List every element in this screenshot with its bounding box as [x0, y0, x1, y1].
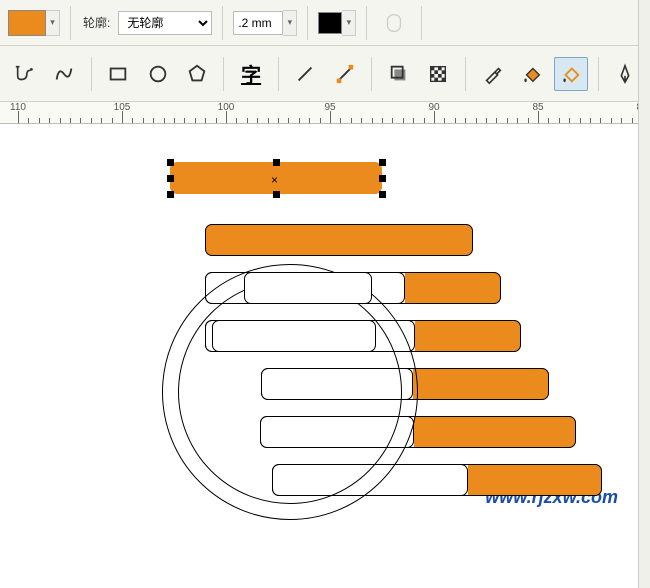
outline-select[interactable]: 无轮廓 — [118, 11, 212, 35]
stroke-color-picker[interactable] — [318, 10, 356, 36]
width-dropdown-icon[interactable] — [283, 10, 297, 36]
ruler-mark: 105 — [114, 102, 131, 113]
selection-handle[interactable] — [167, 191, 174, 198]
ruler-mark: 100 — [218, 102, 235, 113]
line-tool[interactable] — [289, 57, 322, 91]
rectangle-tool[interactable] — [102, 57, 135, 91]
outline-combo[interactable]: 无轮廓 — [118, 11, 212, 35]
polygon-tool[interactable] — [180, 57, 213, 91]
ellipse-tool[interactable] — [141, 57, 174, 91]
selection-handle[interactable] — [273, 191, 280, 198]
separator — [278, 57, 279, 91]
fill-dropdown-icon[interactable] — [46, 10, 60, 36]
ruler-mark: 95 — [324, 102, 335, 113]
separator — [307, 6, 308, 40]
fill-color-picker[interactable] — [8, 10, 60, 36]
selection-handle[interactable] — [167, 159, 174, 166]
selection-center-icon[interactable]: × — [271, 173, 281, 183]
smart-fill-tool[interactable] — [554, 57, 587, 91]
toolbox-bar: 字 — [0, 46, 650, 102]
separator — [371, 57, 372, 91]
fill-tool[interactable] — [515, 57, 548, 91]
transparency-tool[interactable] — [422, 57, 455, 91]
separator — [222, 6, 223, 40]
selection-handle[interactable] — [379, 159, 386, 166]
separator — [223, 57, 224, 91]
freehand-tool[interactable] — [8, 57, 41, 91]
fill-swatch — [8, 10, 46, 36]
ruler-mark: 90 — [428, 102, 439, 113]
separator — [366, 6, 367, 40]
shape-rect-outline[interactable] — [212, 320, 376, 352]
separator — [91, 57, 92, 91]
text-tool[interactable]: 字 — [234, 57, 267, 91]
selection-handle[interactable] — [273, 159, 280, 166]
right-panel-edge — [638, 0, 650, 588]
property-bar: 轮廓: 无轮廓 — [0, 0, 650, 46]
outline-width-input[interactable] — [233, 11, 283, 35]
connector-tool[interactable] — [328, 57, 361, 91]
ruler-mark: 85 — [532, 102, 543, 113]
selection-handle[interactable] — [379, 191, 386, 198]
eyedropper-tool[interactable] — [476, 57, 509, 91]
separator — [598, 57, 599, 91]
shape-circle[interactable] — [178, 280, 402, 504]
stroke-swatch — [318, 12, 342, 34]
selection-handle[interactable] — [167, 175, 174, 182]
bezier-tool[interactable] — [47, 57, 80, 91]
separator — [465, 57, 466, 91]
wrap-text-button — [377, 6, 411, 40]
separator — [70, 6, 71, 40]
shape-bar[interactable] — [205, 224, 473, 256]
outline-width-combo[interactable] — [233, 10, 297, 36]
horizontal-ruler: 1101051009590858075 — [0, 102, 650, 124]
stroke-dropdown-icon[interactable] — [342, 10, 356, 36]
shadow-tool[interactable] — [382, 57, 415, 91]
selection-handle[interactable] — [379, 175, 386, 182]
shape-rect-outline[interactable] — [244, 272, 372, 304]
drawing-canvas[interactable]: www.rjzxw.com × — [0, 124, 650, 588]
outline-label: 轮廓: — [83, 14, 110, 31]
ruler-mark: 110 — [10, 102, 26, 113]
separator — [421, 6, 422, 40]
